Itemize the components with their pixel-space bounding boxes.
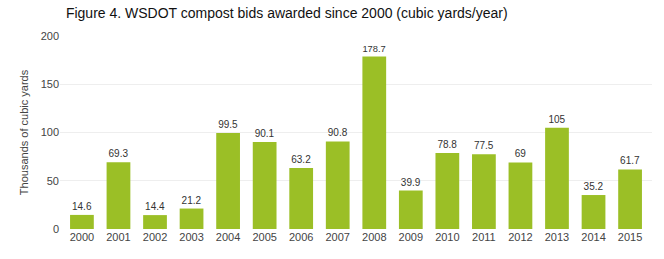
svg-text:2012: 2012 — [508, 231, 532, 243]
svg-text:2005: 2005 — [252, 231, 276, 243]
svg-text:2000: 2000 — [70, 231, 94, 243]
svg-text:14.6: 14.6 — [72, 201, 92, 212]
svg-text:2002: 2002 — [143, 231, 167, 243]
svg-text:2014: 2014 — [581, 231, 605, 243]
svg-text:2011: 2011 — [472, 231, 496, 243]
svg-text:2003: 2003 — [179, 231, 203, 243]
svg-text:35.2: 35.2 — [584, 181, 604, 192]
svg-text:2006: 2006 — [289, 231, 313, 243]
svg-text:150: 150 — [41, 78, 59, 90]
svg-text:2004: 2004 — [216, 231, 240, 243]
svg-text:90.8: 90.8 — [328, 127, 348, 138]
svg-text:77.5: 77.5 — [474, 140, 494, 151]
svg-text:0: 0 — [53, 223, 59, 235]
svg-text:100: 100 — [41, 126, 59, 138]
svg-text:39.9: 39.9 — [401, 177, 421, 188]
svg-text:21.2: 21.2 — [182, 195, 202, 206]
svg-text:2001: 2001 — [106, 231, 130, 243]
svg-text:61.7: 61.7 — [620, 155, 640, 166]
svg-text:63.2: 63.2 — [291, 154, 311, 165]
svg-text:2007: 2007 — [325, 231, 349, 243]
svg-text:2013: 2013 — [545, 231, 569, 243]
svg-text:90.1: 90.1 — [255, 128, 275, 139]
svg-text:2009: 2009 — [399, 231, 423, 243]
svg-text:14.4: 14.4 — [145, 201, 165, 212]
svg-text:Figure 4. WSDOT compost bids a: Figure 4. WSDOT compost bids awarded sin… — [66, 5, 508, 21]
svg-text:50: 50 — [47, 175, 59, 187]
svg-text:78.8: 78.8 — [437, 139, 457, 150]
svg-text:69: 69 — [515, 148, 527, 159]
svg-text:178.7: 178.7 — [362, 44, 385, 54]
svg-text:200: 200 — [41, 30, 59, 42]
svg-text:2008: 2008 — [362, 231, 386, 243]
svg-text:Thousands of cubic yards: Thousands of cubic yards — [18, 69, 30, 195]
svg-text:105: 105 — [548, 114, 565, 125]
svg-text:69.3: 69.3 — [109, 148, 129, 159]
svg-text:2010: 2010 — [435, 231, 459, 243]
svg-text:2015: 2015 — [618, 231, 642, 243]
svg-text:99.5: 99.5 — [218, 119, 238, 130]
